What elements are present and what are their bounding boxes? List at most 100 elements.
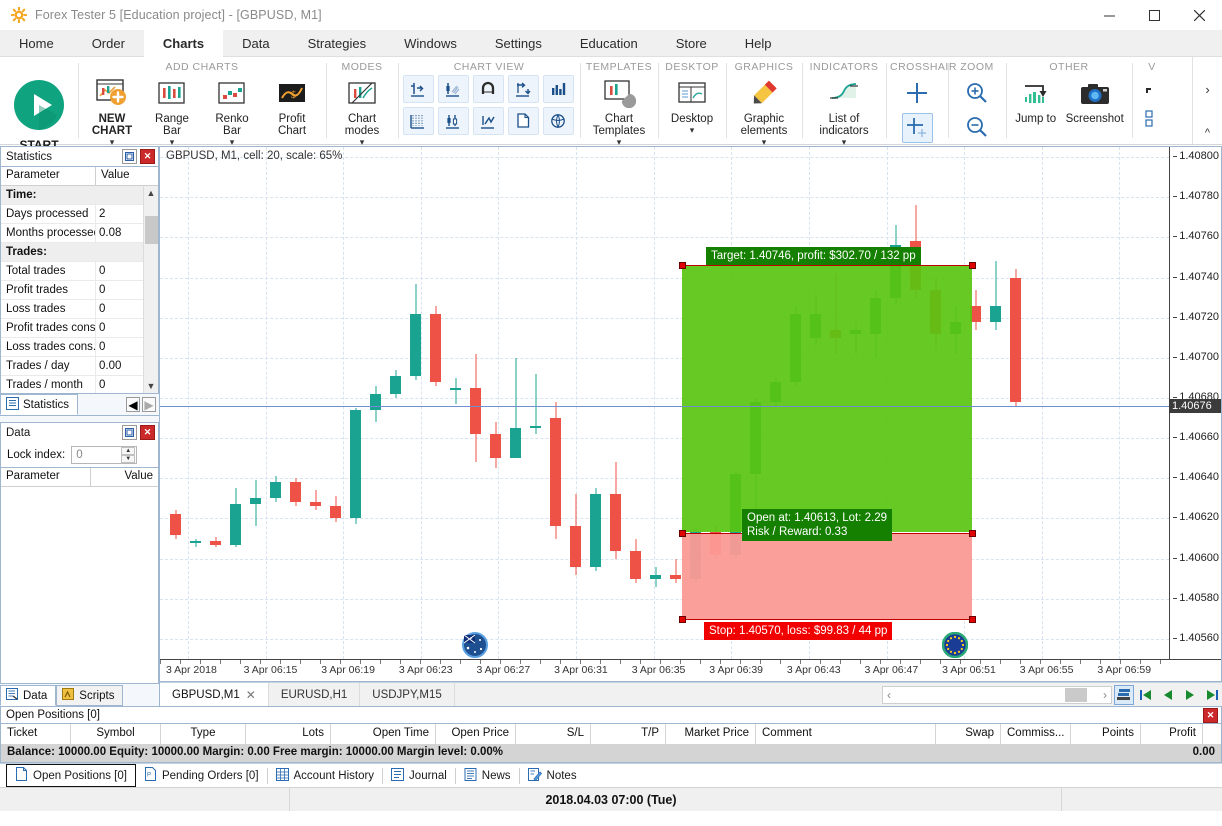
start-button[interactable]: START [4,75,74,152]
chevron-down-icon[interactable]: ▾ [359,137,365,147]
zoom-out-icon[interactable] [962,113,993,141]
scrollbar-thumb[interactable] [145,216,158,244]
close-icon[interactable]: ✕ [140,425,155,440]
positions-col-open-price[interactable]: Open Price [436,724,516,744]
renko-bar-button[interactable]: Renko Bar ▾ [202,75,262,147]
trade-drag-handle[interactable] [679,529,686,537]
line-chart-icon[interactable] [472,107,504,135]
scroll-up-icon[interactable]: ▲ [146,188,156,198]
dock-tab-scripts[interactable]: Scripts [56,685,124,706]
blank-page-icon[interactable] [507,107,539,135]
tab-journal[interactable]: Journal [383,766,455,786]
ribbon-more-icon[interactable]: › [1205,82,1210,97]
positions-col-swap[interactable]: Swap [936,724,1001,744]
chevron-down-icon[interactable]: ▾ [229,137,235,147]
dock-tab-statistics[interactable]: Statistics [0,394,79,415]
tab-pending-orders[interactable]: P Pending Orders [0] [136,765,267,786]
grid-icon[interactable] [402,107,434,135]
stepper-down-icon[interactable]: ▼ [121,454,136,463]
trade-drag-handle[interactable] [969,262,976,270]
step-forward-icon[interactable] [1180,685,1200,705]
tab-news[interactable]: News [456,766,519,786]
tab-notes[interactable]: Notes [520,766,585,786]
chevron-down-icon[interactable]: ▾ [616,137,622,147]
positions-col-lots[interactable]: Lots [246,724,331,744]
zoom-in-icon[interactable] [962,79,993,107]
target-line[interactable] [682,265,972,267]
restore-icon[interactable] [122,149,137,164]
positions-col-t-p[interactable]: T/P [591,724,666,744]
close-button[interactable] [1177,0,1222,30]
dock-tab-prev-icon[interactable]: ◀ [126,397,140,412]
crosshair-icon[interactable] [902,79,933,107]
positions-col-points[interactable]: Points [1071,724,1141,744]
positions-col-commiss[interactable]: Commiss... [1001,724,1071,744]
menu-item-order[interactable]: Order [91,36,125,51]
step-back-icon[interactable] [1158,685,1178,705]
minimize-button[interactable] [1087,0,1132,30]
stepper-up-icon[interactable]: ▲ [121,446,136,455]
close-icon[interactable]: ✕ [1203,708,1218,723]
menu-item-education[interactable]: Education [579,36,638,51]
time-axis[interactable]: 3 Apr 2018 3 Apr 06:15 3 Apr 06:19 3 Apr 06… [160,659,1221,681]
positions-col-open-time[interactable]: Open Time [331,724,436,744]
close-icon[interactable]: ✕ [245,687,256,702]
candlestick-icon[interactable] [437,107,469,135]
chart-tab-usdjpy-m15[interactable]: USDJPY,M15 [360,683,455,706]
menu-item-help[interactable]: Help [744,36,772,51]
positions-col-symbol[interactable]: Symbol [71,724,161,744]
chart-tab-gbpusd-m1[interactable]: GBPUSD,M1 ✕ [160,683,269,706]
trade-drag-handle[interactable] [969,615,976,623]
new-chart-button[interactable]: NEW CHART ▾ [82,75,142,147]
positions-col-profit[interactable]: Profit [1141,724,1203,744]
positions-col-comment[interactable]: Comment [756,724,936,744]
autoscroll-icon[interactable] [507,75,539,103]
scrollbar-thumb[interactable] [1065,688,1087,702]
histogram-icon[interactable] [542,75,574,103]
jump-to-button[interactable]: Jump to [1010,75,1061,125]
stop-line[interactable] [682,618,972,620]
take-profit-box[interactable] [682,265,972,533]
menu-item-strategies[interactable]: Strategies [307,36,367,51]
desktop-button[interactable]: Desktop ▾ [662,75,722,135]
graphic-elements-button[interactable]: Graphic elements ▾ [730,75,798,147]
dock-tab-data[interactable]: Data [0,685,57,706]
chart-horizontal-scrollbar[interactable]: ‹ › [882,686,1112,704]
chevron-down-icon[interactable]: ▾ [689,125,695,135]
list-of-indicators-button[interactable]: List of indicators ▾ [806,75,882,147]
chevron-down-icon[interactable]: ▾ [761,137,767,147]
menu-item-store[interactable]: Store [675,36,707,51]
window-list-icon[interactable] [1144,109,1160,132]
stop-loss-box[interactable] [682,532,972,619]
chart-tab-eurusd-h1[interactable]: EURUSD,H1 [269,683,361,706]
chevron-down-icon[interactable]: ▾ [169,137,175,147]
menu-item-windows[interactable]: Windows [404,36,457,51]
scroll-right-icon[interactable]: › [1103,688,1107,702]
trade-drag-handle[interactable] [969,529,976,537]
close-icon[interactable]: ✕ [140,149,155,164]
trade-drag-handle[interactable] [679,262,686,270]
profit-chart-button[interactable]: $ Profit Chart [262,75,322,137]
collapse-ribbon-icon[interactable]: ^ [1204,127,1211,139]
positions-col-s-l[interactable]: S/L [516,724,591,744]
layers-icon[interactable] [1114,685,1134,705]
menu-item-settings[interactable]: Settings [494,36,542,51]
screenshot-button[interactable]: Screenshot [1061,75,1128,125]
target-label[interactable]: Target: 1.40746, profit: $302.70 / 132 p… [706,247,921,266]
trade-drag-handle[interactable] [679,615,686,623]
tab-open-positions[interactable]: Open Positions [0] [6,764,136,787]
crosshair-measure-icon[interactable] [901,113,933,143]
range-bar-button[interactable]: Range Bar ▾ [142,75,202,147]
skip-last-icon[interactable] [1202,685,1222,705]
chart-templates-button[interactable]: Chart Templates ▾ [584,75,654,147]
magnet-icon[interactable] [472,75,504,103]
tab-account-history[interactable]: Account History [268,766,383,786]
scroll-left-icon[interactable]: ‹ [887,688,891,702]
menu-item-data[interactable]: Data [242,36,270,51]
skip-first-icon[interactable] [1136,685,1156,705]
chevron-down-icon[interactable]: ▾ [841,137,847,147]
candle-shadow-icon[interactable] [437,75,469,103]
statistics-scrollbar[interactable]: ▲ ▼ [143,186,158,393]
window-tile-icon[interactable] [1144,86,1160,105]
positions-col-market-price[interactable]: Market Price [666,724,756,744]
